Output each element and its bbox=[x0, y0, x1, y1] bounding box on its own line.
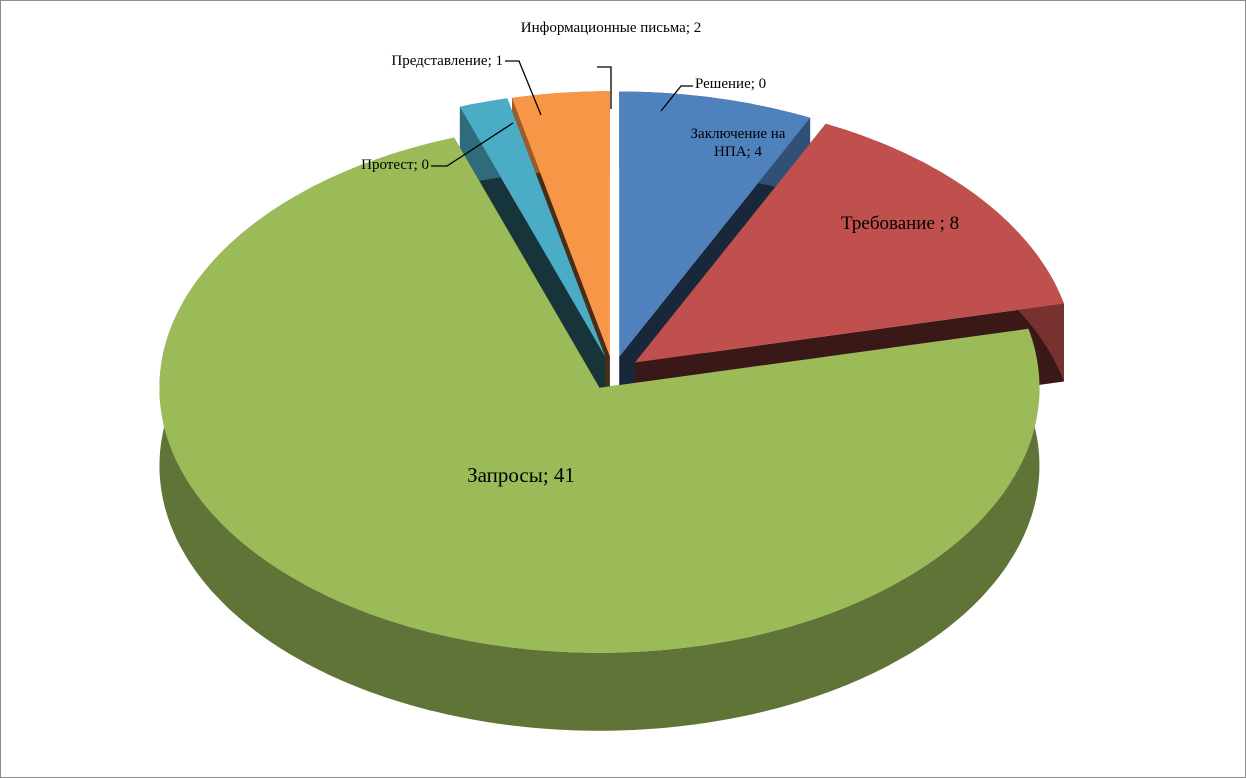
leader-line bbox=[505, 60, 542, 116]
label-value: ; 0 bbox=[413, 157, 429, 173]
data-label: Решение; 0 bbox=[695, 75, 835, 93]
label-name: Запросы bbox=[467, 463, 543, 487]
label-name: Протест bbox=[361, 157, 414, 173]
slice bbox=[619, 91, 811, 357]
label-value: ; 1 bbox=[487, 53, 503, 69]
label-name: Решение bbox=[695, 76, 751, 92]
leader-line bbox=[431, 122, 514, 167]
slice bbox=[159, 137, 1040, 653]
label-value: ; 4 bbox=[746, 144, 762, 160]
label-value: ; 2 bbox=[685, 20, 702, 36]
data-label: Протест; 0 bbox=[301, 156, 429, 174]
slices bbox=[159, 91, 1064, 731]
label-value: ; 8 bbox=[934, 213, 960, 234]
data-label: Информационные письма; 2 bbox=[511, 19, 711, 37]
label-name: Представление bbox=[391, 53, 488, 69]
data-label: Запросы; 41 bbox=[421, 463, 621, 487]
leader-lines bbox=[431, 60, 693, 167]
label-name: Требование bbox=[841, 213, 935, 234]
data-label: Представление; 1 bbox=[301, 52, 503, 70]
label-name: Заключение на НПА bbox=[690, 126, 786, 160]
leader-line bbox=[660, 85, 693, 112]
slice bbox=[634, 123, 1064, 363]
label-value: ; 0 bbox=[750, 76, 767, 92]
data-label: Требование ; 8 bbox=[841, 213, 1041, 235]
slice bbox=[512, 91, 610, 357]
label-value: ; 41 bbox=[542, 463, 575, 487]
label-name: Информационные письма bbox=[520, 20, 686, 36]
slice bbox=[459, 98, 606, 357]
leader-line bbox=[597, 66, 612, 109]
data-label: Заключение на НПА; 4 bbox=[673, 125, 803, 161]
